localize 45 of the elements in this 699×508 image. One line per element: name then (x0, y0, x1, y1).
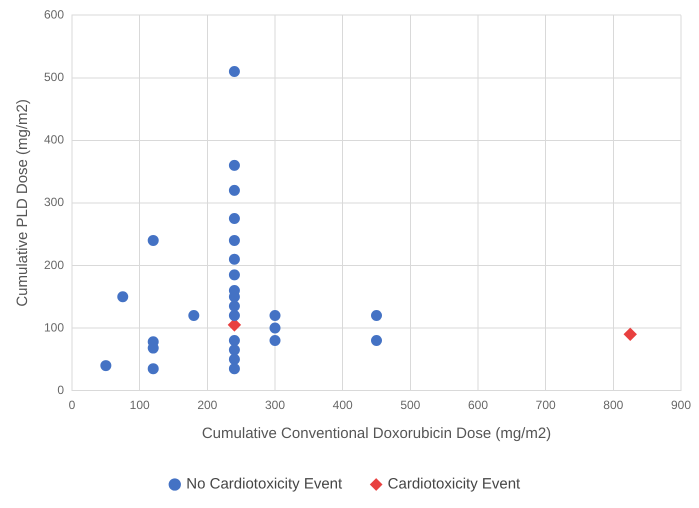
x-tick-label: 400 (332, 398, 354, 412)
legend-label: Cardiotoxicity Event (388, 476, 522, 493)
point (270, 322, 281, 334)
point (228, 184, 240, 196)
point (270, 310, 281, 322)
y-tick-label: 100 (44, 320, 64, 334)
x-tick-label: 200 (197, 398, 218, 412)
y-tick-label: 400 (44, 132, 64, 147)
point (228, 234, 240, 246)
point (228, 363, 240, 374)
x-axis-title: Cumulative Conventional Doxorubicin Dose (mg/m2) (202, 425, 552, 442)
y-tick-label: 500 (44, 70, 64, 84)
point (228, 354, 240, 365)
x-tick-label: 100 (130, 398, 150, 412)
x-tick-label: 500 (400, 398, 421, 412)
x-tick-label: 600 (468, 398, 488, 412)
point (624, 328, 637, 341)
y-tick-label: 600 (44, 8, 64, 22)
point (270, 335, 281, 346)
y-tick-label: 200 (44, 258, 64, 272)
point (228, 300, 240, 312)
point (371, 335, 382, 346)
y-tick-label: 300 (44, 195, 64, 210)
legend-label: No Cardiotoxicity Event (186, 476, 344, 493)
x-tick-label: 0 (68, 398, 76, 412)
point (228, 310, 240, 322)
y-tick-label: 0 (57, 382, 64, 397)
point (371, 310, 382, 322)
point (228, 254, 240, 265)
point (228, 269, 240, 280)
point (188, 310, 200, 322)
x-tick-label: 800 (603, 398, 624, 412)
x-tick-label: 900 (670, 398, 692, 412)
x-tick-label: 700 (536, 398, 556, 412)
point (100, 360, 112, 372)
point (117, 291, 128, 302)
point (228, 335, 240, 346)
y-axis-title: Cumulative PLD Dose (mg/m2) (14, 99, 32, 307)
point (228, 344, 240, 356)
point (228, 213, 240, 224)
point (228, 66, 240, 78)
point (148, 363, 159, 374)
point (148, 234, 159, 246)
point (228, 160, 240, 171)
x-tick-label: 300 (264, 398, 286, 412)
